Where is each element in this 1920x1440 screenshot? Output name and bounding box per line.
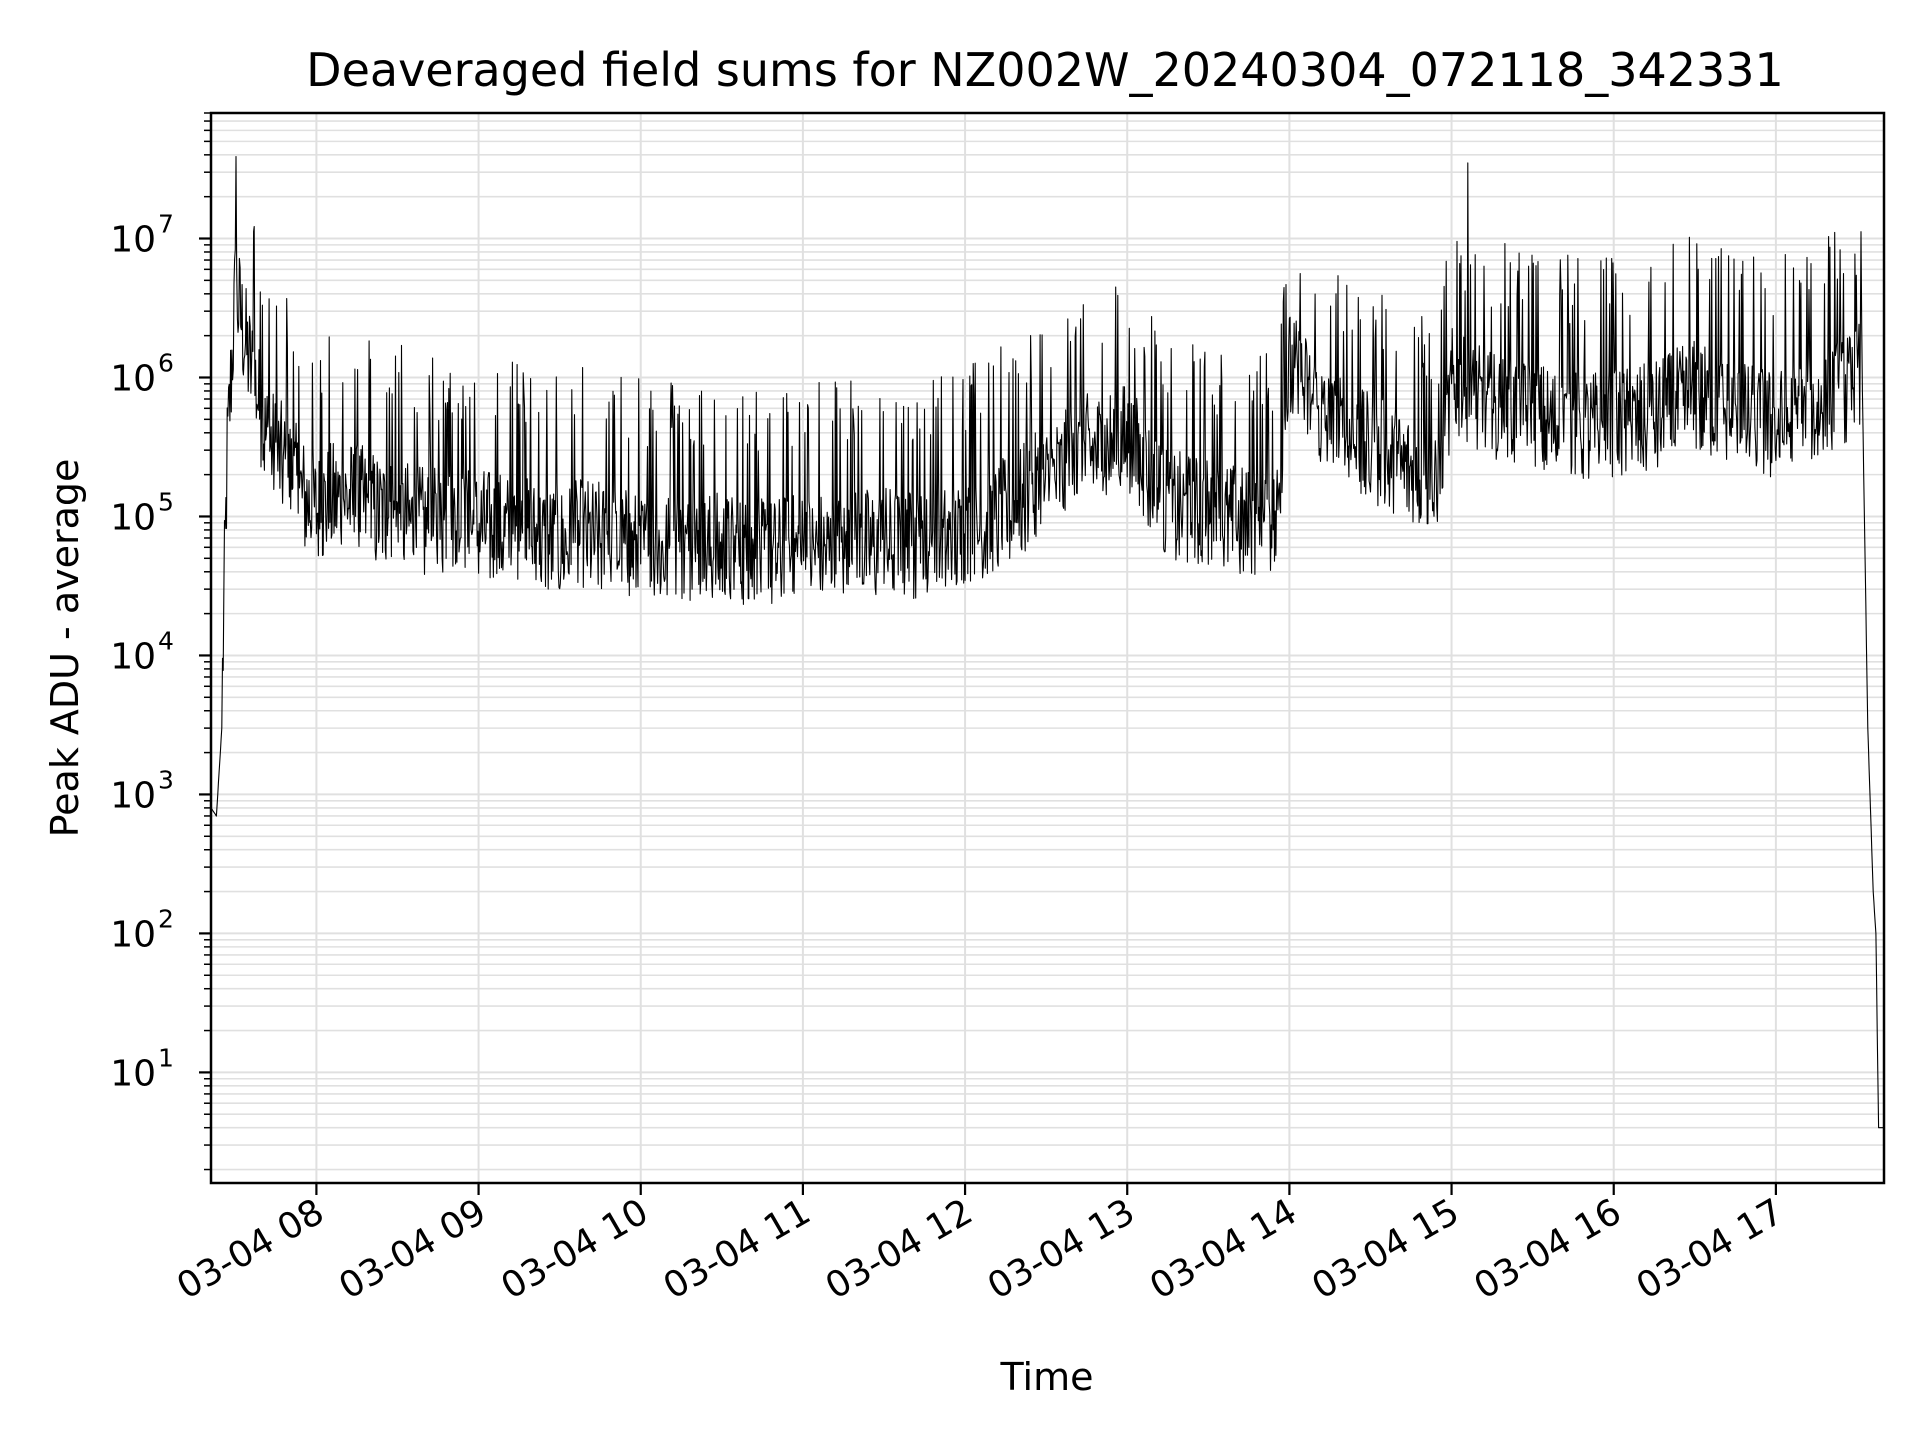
y-tick-exponent: 3 <box>158 765 174 794</box>
y-tick-label: 10 <box>110 775 156 816</box>
chart-title: Deaveraged field sums for NZ002W_2024030… <box>306 43 1784 97</box>
y-tick-label: 10 <box>110 497 156 538</box>
y-tick-exponent: 1 <box>158 1043 174 1072</box>
series-line <box>210 155 1884 1129</box>
y-axis-label: Peak ADU - average <box>43 459 87 838</box>
y-tick-label: 10 <box>110 1053 156 1094</box>
x-axis-label: Time <box>1000 1355 1094 1399</box>
y-tick-label: 10 <box>110 220 156 261</box>
y-tick-exponent: 6 <box>158 348 174 377</box>
y-tick-exponent: 2 <box>158 904 174 933</box>
plot-frame <box>209 111 1886 1185</box>
y-tick-label: 10 <box>110 636 156 677</box>
grid <box>211 112 1884 1183</box>
y-tick-exponent: 7 <box>158 210 174 239</box>
y-tick-label: 10 <box>110 358 156 399</box>
y-tick-exponent: 4 <box>158 626 174 655</box>
y-tick-exponent: 5 <box>158 487 174 516</box>
y-tick-label: 10 <box>110 914 156 955</box>
data-series <box>210 155 1884 1129</box>
